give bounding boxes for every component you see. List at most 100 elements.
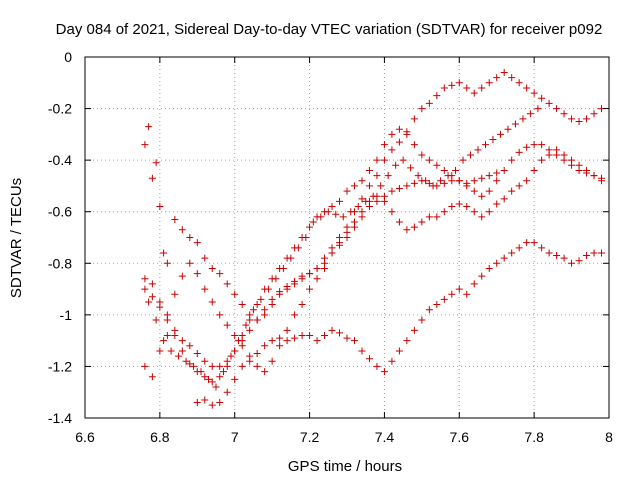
data-point-track-a bbox=[553, 105, 561, 113]
data-point-track-c bbox=[208, 298, 216, 306]
data-point-track-e bbox=[504, 125, 512, 133]
data-point-track-e bbox=[324, 208, 332, 216]
data-point-track-e bbox=[362, 197, 370, 205]
data-point-track-f bbox=[425, 179, 433, 187]
data-point-track-d bbox=[500, 254, 508, 262]
data-point-track-b bbox=[485, 187, 493, 195]
data-point-track-a bbox=[178, 226, 186, 234]
data-point-track-f bbox=[350, 223, 358, 231]
data-point-track-f bbox=[418, 177, 426, 185]
chart-title: Day 084 of 2021, Sidereal Day-to-day VTE… bbox=[56, 21, 603, 38]
data-point-track-b bbox=[216, 362, 224, 370]
data-point-track-e bbox=[332, 210, 340, 218]
data-point-track-e bbox=[219, 368, 227, 376]
data-point-track-f bbox=[208, 378, 216, 386]
data-point-track-f bbox=[201, 373, 209, 381]
x-tick-label: 7.6 bbox=[450, 429, 470, 445]
data-point-track-e bbox=[205, 375, 213, 383]
data-point-track-a bbox=[530, 89, 538, 97]
x-tick-label: 6.6 bbox=[75, 429, 95, 445]
data-point-track-c bbox=[201, 285, 209, 293]
data-point-track-b bbox=[193, 350, 201, 358]
data-point-track-d bbox=[568, 259, 576, 267]
data-point-track-e bbox=[407, 164, 415, 172]
data-point-track-f bbox=[306, 270, 314, 278]
data-point-track-a bbox=[160, 249, 168, 257]
data-point-track-d bbox=[508, 249, 516, 257]
data-point-track-d bbox=[328, 326, 336, 334]
data-point-track-c bbox=[463, 203, 471, 211]
data-point-track-e bbox=[145, 298, 153, 306]
data-point-track-a bbox=[395, 138, 403, 146]
data-point-track-d bbox=[350, 337, 358, 345]
data-point-track-c bbox=[478, 213, 486, 221]
data-point-track-c bbox=[148, 373, 156, 381]
data-point-track-b bbox=[493, 177, 501, 185]
data-point-track-a bbox=[231, 290, 239, 298]
data-point-track-b bbox=[328, 203, 336, 211]
data-point-track-c bbox=[186, 259, 194, 267]
data-point-track-c bbox=[313, 275, 321, 283]
data-point-track-d bbox=[246, 357, 254, 365]
data-point-track-d bbox=[598, 249, 606, 257]
data-point-track-d bbox=[418, 316, 426, 324]
data-point-track-d bbox=[575, 257, 583, 265]
data-point-track-f bbox=[433, 182, 441, 190]
data-point-track-a bbox=[208, 264, 216, 272]
data-point-track-c bbox=[598, 177, 606, 185]
data-point-track-e bbox=[369, 192, 377, 200]
data-point-track-d bbox=[545, 249, 553, 257]
data-point-track-c bbox=[575, 161, 583, 169]
data-points bbox=[141, 68, 606, 409]
data-point-track-d bbox=[238, 362, 246, 370]
data-point-track-d bbox=[403, 337, 411, 345]
data-point-track-d bbox=[448, 290, 456, 298]
data-point-track-b bbox=[403, 130, 411, 138]
data-point-track-b bbox=[508, 156, 516, 164]
data-point-track-f bbox=[365, 203, 373, 211]
data-point-track-a bbox=[515, 79, 523, 87]
data-point-track-a bbox=[455, 79, 463, 87]
y-axis-label: SDTVAR / TECUs bbox=[8, 178, 25, 298]
data-point-track-e bbox=[175, 352, 183, 360]
data-point-track-e bbox=[242, 321, 250, 329]
data-point-track-f bbox=[321, 259, 329, 267]
data-point-track-f bbox=[403, 182, 411, 190]
data-point-track-b bbox=[538, 141, 546, 149]
data-point-track-c bbox=[523, 177, 531, 185]
data-point-track-f bbox=[336, 241, 344, 249]
data-point-track-c bbox=[485, 208, 493, 216]
data-point-track-e bbox=[152, 316, 160, 324]
data-point-track-a bbox=[500, 68, 508, 76]
data-point-track-d bbox=[298, 331, 306, 339]
data-point-track-a bbox=[201, 254, 209, 262]
x-tick-label: 7.2 bbox=[300, 429, 320, 445]
data-point-track-d bbox=[336, 329, 344, 337]
data-point-track-b bbox=[380, 141, 388, 149]
data-point-track-a bbox=[145, 123, 153, 131]
data-point-track-b bbox=[470, 187, 478, 195]
data-point-track-a bbox=[141, 141, 149, 149]
data-point-track-f bbox=[448, 177, 456, 185]
data-point-track-e bbox=[496, 130, 504, 138]
data-point-track-d bbox=[425, 306, 433, 314]
data-point-track-a bbox=[163, 259, 171, 267]
data-point-track-e bbox=[212, 383, 220, 391]
data-point-track-d bbox=[253, 350, 261, 358]
data-point-track-e bbox=[452, 166, 460, 174]
data-point-track-c bbox=[395, 218, 403, 226]
data-point-track-d bbox=[276, 334, 284, 342]
data-point-track-d bbox=[583, 252, 591, 260]
y-tick-label: -0.6 bbox=[48, 204, 72, 220]
data-point-track-e bbox=[227, 352, 235, 360]
data-point-track-a bbox=[358, 195, 366, 203]
data-point-track-f bbox=[478, 174, 486, 182]
data-point-track-e bbox=[384, 172, 392, 180]
y-tick-label: -0.8 bbox=[48, 255, 72, 271]
data-point-track-b bbox=[418, 151, 426, 159]
data-point-track-b bbox=[208, 362, 216, 370]
data-point-track-d bbox=[261, 342, 269, 350]
data-point-track-e bbox=[489, 136, 497, 144]
data-point-track-f bbox=[148, 293, 156, 301]
x-tick-label: 6.8 bbox=[150, 429, 170, 445]
